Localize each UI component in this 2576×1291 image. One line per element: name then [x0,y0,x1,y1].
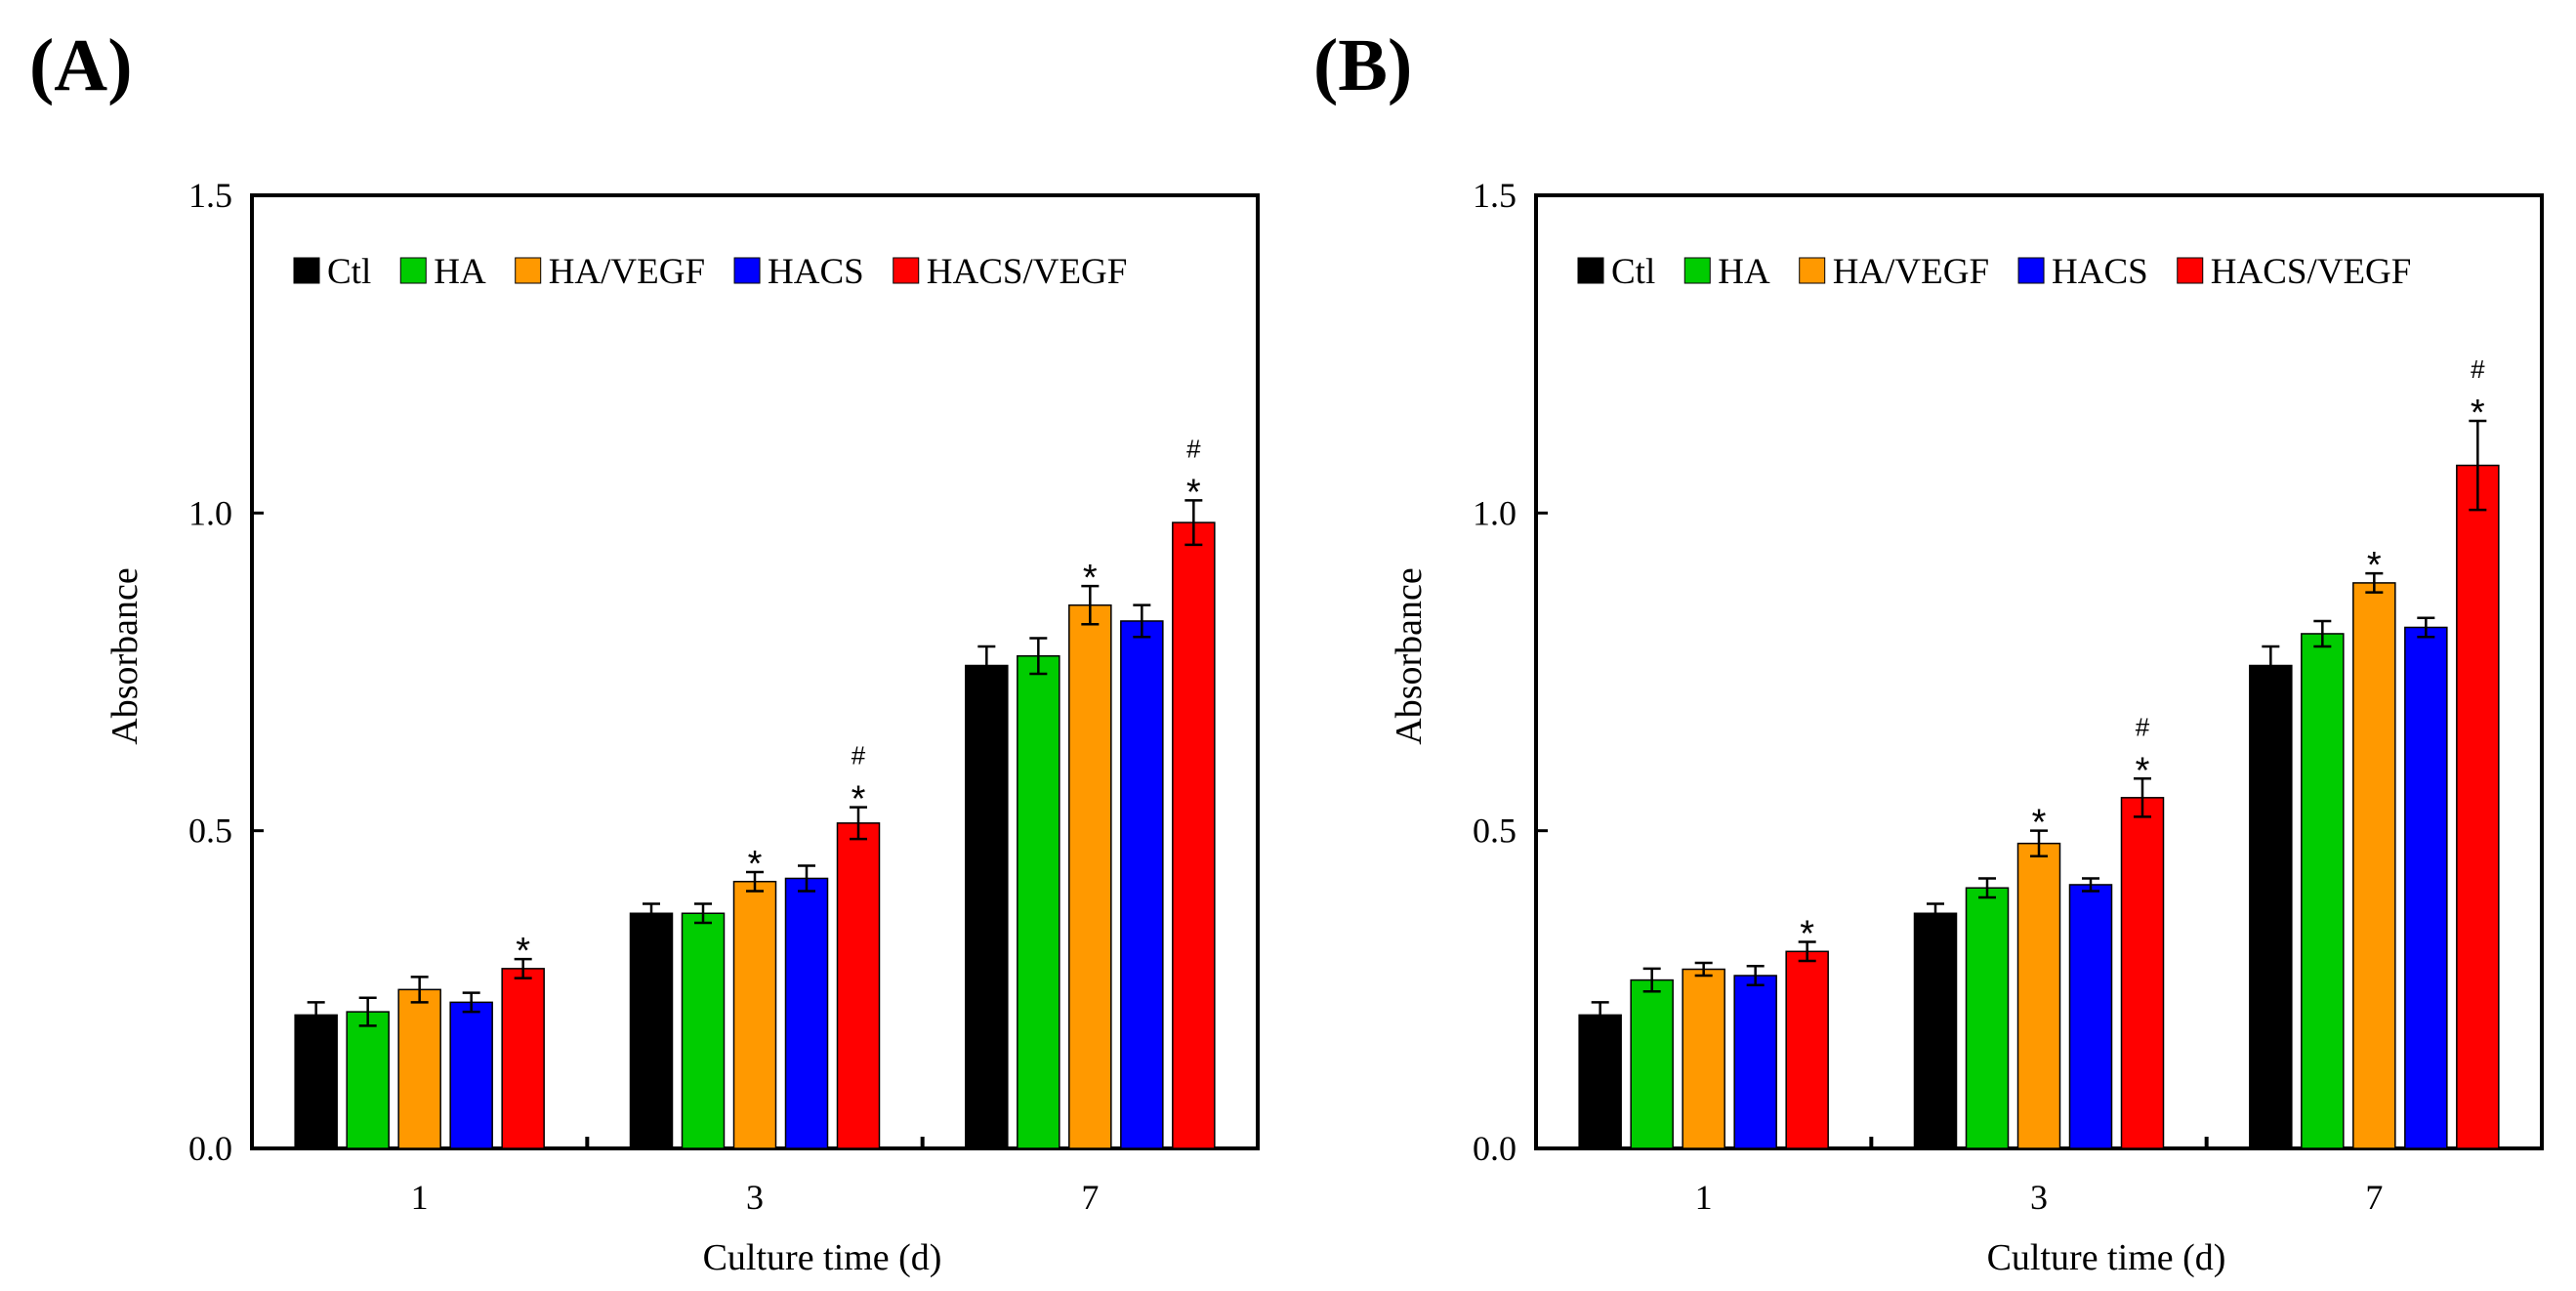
legend-label: HACS/VEGF [2211,252,2412,292]
bar-hacs [2404,626,2448,1149]
bar-hacs [1120,620,1164,1149]
panel-label-b: (B) [1313,24,1412,106]
bar-ctl [965,664,1009,1149]
x-tick-label: 7 [1081,1178,1099,1217]
x-tick-label: 3 [746,1178,764,1217]
legend-label: HA [1718,252,1770,292]
y-tick-label: 0.5 [1473,812,1517,851]
bar-ctl [1913,912,1958,1149]
significance-hash: # [1186,434,1201,463]
legend-label: Ctl [1611,252,1655,292]
plot-area-a: 0.0 0.5 1.0 1.5 1 * 3 * * #7 * * # Ctl HA HA/VEGF HACS HA… [188,176,1260,1217]
significance-star: * [2136,750,2150,791]
legend-swatch [2017,257,2045,284]
legend-label: HA [434,252,486,292]
significance-star: * [2367,545,2382,586]
x-axis-title-a: Culture time (d) [703,1237,942,1278]
y-tick-label: 1.0 [188,493,232,532]
y-tick-label: 0.0 [188,1129,232,1168]
bar-ha-vegf [1068,604,1112,1149]
bar-ctl [2249,664,2293,1149]
significance-star: * [1800,914,1814,955]
y-tick-label: 0.0 [1473,1129,1517,1168]
significance-hash: # [2471,354,2485,384]
bar-ha [2301,633,2345,1149]
x-tick-label: 1 [411,1178,429,1217]
legend-label: HA/VEGF [1833,252,1989,292]
legend-swatch [2177,257,2204,284]
legend-swatch [1577,257,1604,284]
bar-hacs-vegf [836,822,881,1149]
bar-hacs-vegf [1785,950,1829,1149]
bar-ha-vegf [1682,968,1725,1149]
legend-swatch [515,257,542,284]
bar-hacs-vegf [2120,797,2165,1149]
significance-star: * [516,931,530,972]
x-tick-label: 1 [1695,1178,1713,1217]
bar-ha [681,912,726,1149]
significance-hash: # [2136,712,2150,741]
bar-ha [346,1011,390,1149]
legend-label: HACS/VEGF [927,252,1128,292]
bar-hacs-vegf [501,968,545,1149]
bar-hacs [784,877,829,1149]
bar-hacs-vegf [2456,464,2500,1149]
bar-hacs-vegf [1172,521,1216,1149]
legend-label: Ctl [327,252,371,292]
legend-label: HACS [2052,252,2148,292]
legend-swatch [893,257,920,284]
y-tick-label: 1.0 [1473,493,1517,532]
bar-ha [1017,654,1060,1149]
legend-label: HACS [768,252,864,292]
bar-ha-vegf [2016,842,2061,1149]
y-axis-title-a: Absorbance [104,567,145,744]
bar-ctl [1578,1014,1622,1149]
legend-swatch [399,257,427,284]
bar-hacs [2068,884,2113,1149]
bar-hacs [1733,975,1777,1149]
bar-ctl [629,912,674,1149]
significance-star: * [1083,558,1098,599]
bar-ha-vegf [2352,582,2396,1149]
significance-star: * [2471,393,2485,434]
bar-ha [1630,979,1674,1149]
legend-swatch [1683,257,1711,284]
bar-ctl [294,1014,338,1149]
y-tick-label: 0.5 [188,812,232,851]
x-axis-title-b: Culture time (d) [1987,1237,2226,1278]
significance-hash: # [852,741,866,770]
legend-swatch [293,257,320,284]
y-axis-title-b: Absorbance [1389,567,1430,744]
legend-swatch [1799,257,1826,284]
x-tick-label: 3 [2030,1178,2048,1217]
bar-ha-vegf [397,988,441,1149]
significance-star: * [748,844,763,885]
chart-panel-b: (B) Absorbance Culture time (d) 0.0 0.5 1.… [1313,24,2544,1278]
bar-hacs [449,1001,493,1149]
legend-swatch [733,257,761,284]
y-tick-label: 1.5 [188,176,232,215]
significance-star: * [1186,472,1201,513]
x-tick-label: 7 [2365,1178,2383,1217]
bar-ha-vegf [732,880,777,1149]
significance-star: * [2032,803,2047,844]
plot-area-b: 0.0 0.5 1.0 1.5 1 * 3 * * #7 * * # Ctl HA HA/VEGF HACS HA… [1473,176,2544,1217]
significance-star: * [852,779,866,820]
legend-label: HA/VEGF [549,252,705,292]
panel-label-a: (A) [29,24,133,106]
y-tick-label: 1.5 [1473,176,1517,215]
bar-ha [1965,887,2010,1149]
chart-panel-a: (A) Absorbance Culture time (d) 0.0 0.5 1.… [29,24,1260,1278]
